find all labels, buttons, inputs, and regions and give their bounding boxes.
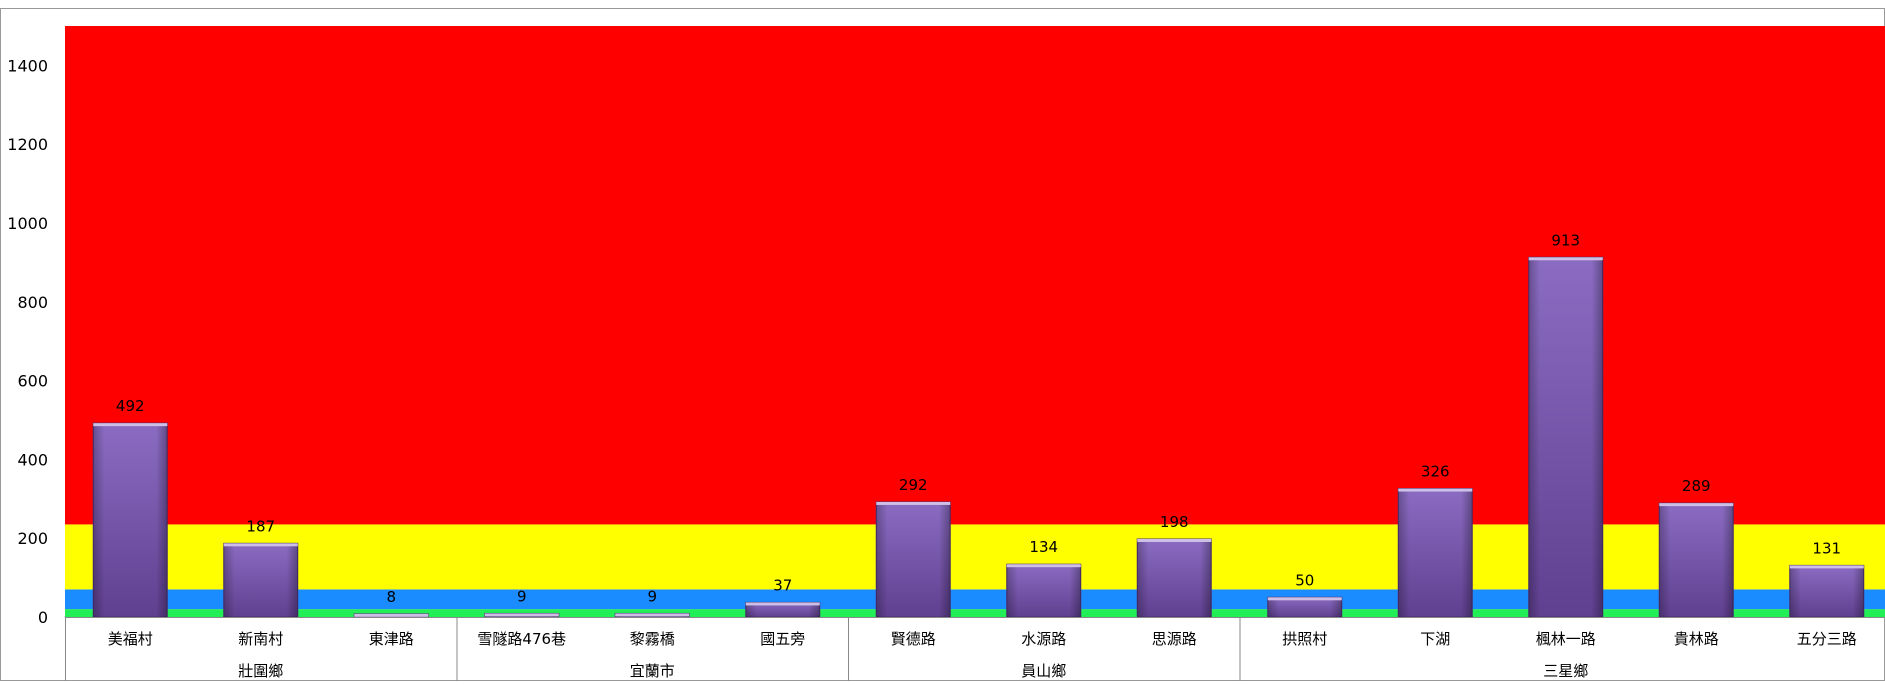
bar-top-edge: [1267, 597, 1342, 601]
y-tick-label: 800: [17, 293, 48, 312]
x-group-label: 員山鄉: [1021, 662, 1066, 680]
background-band: [65, 589, 1885, 610]
bar-shading: [1006, 564, 1081, 617]
bar-shading: [223, 543, 298, 617]
x-tick-label: 下湖: [1420, 630, 1450, 648]
bar-top-edge: [1789, 565, 1864, 569]
bar-top-edge: [1137, 538, 1212, 542]
bar-group: 50: [1267, 571, 1343, 618]
bar-group: 187: [223, 517, 299, 618]
y-tick-label: 1200: [7, 135, 48, 154]
background-band: [65, 609, 1885, 617]
x-tick-label: 五分三路: [1797, 630, 1857, 648]
bar-shading: [93, 423, 168, 617]
y-tick-label: 0: [38, 608, 48, 627]
bar-shading: [1137, 538, 1212, 617]
bar-shading: [1789, 565, 1864, 617]
y-tick-label: 200: [17, 529, 48, 548]
background-bands: [65, 26, 1885, 617]
x-tick-label: 賢德路: [891, 630, 936, 648]
y-tick-label: 1400: [7, 56, 48, 75]
bar-shading: [1659, 503, 1734, 617]
x-tick-label: 黎霧橋: [630, 630, 675, 648]
bar-top-edge: [484, 613, 559, 617]
bar-group: 492: [92, 397, 168, 618]
x-tick-label: 新南村: [238, 630, 283, 648]
bar-top-edge: [1659, 503, 1734, 507]
bar-top-edge: [1006, 564, 1081, 568]
y-axis: 0 200 400 600 800 1000 1200 1400: [7, 56, 48, 627]
data-label: 198: [1160, 513, 1189, 531]
bar-top-edge: [354, 613, 429, 617]
bar-group: 326: [1397, 463, 1473, 618]
x-group-label: 三星鄉: [1543, 662, 1588, 680]
x-tick-label: 國五旁: [760, 630, 805, 648]
x-axis: 美福村 新南村 東津路 雪隧路476巷 黎霧橋 國五旁 賢德路 水源路 思源路 拱照村 下湖 楓林一路…: [65, 617, 1885, 681]
x-tick-label: 美福村: [108, 630, 153, 648]
data-label: 187: [246, 517, 275, 535]
bar-shading: [876, 501, 951, 617]
x-group-label: 壯圍鄉: [238, 662, 283, 680]
data-label: 289: [1682, 477, 1711, 495]
bar-top-edge: [615, 613, 690, 617]
bar-top-edge: [223, 543, 298, 547]
background-band: [65, 26, 1885, 525]
background-band: [65, 524, 1885, 590]
data-label: 492: [116, 397, 145, 415]
x-tick-label: 雪隧路476巷: [477, 630, 566, 648]
bar-group: 198: [1136, 513, 1212, 618]
bar-top-edge: [93, 423, 168, 427]
y-tick-label: 600: [17, 372, 48, 391]
bar-group: 289: [1658, 477, 1734, 618]
bars-layer: 492 187 8 9 9 37 292 134 198 50 326 913 289 131: [92, 231, 1865, 618]
bar-group: 134: [1006, 538, 1082, 618]
bar-group: 37: [745, 576, 821, 618]
bar-shading: [745, 602, 820, 617]
x-tick-label: 貴林路: [1674, 630, 1719, 648]
bar-shading: [1398, 488, 1473, 617]
bar-shading: [1267, 597, 1342, 617]
data-label: 292: [899, 476, 928, 494]
x-tick-label: 東津路: [369, 630, 414, 648]
x-tick-label: 水源路: [1021, 630, 1066, 648]
y-tick-label: 400: [17, 450, 48, 469]
data-label: 134: [1029, 538, 1058, 556]
x-tick-label: 拱照村: [1282, 630, 1327, 648]
data-label: 131: [1812, 539, 1841, 557]
x-group-label: 宜蘭市: [630, 662, 675, 680]
data-label: 8: [386, 588, 396, 606]
data-label: 9: [517, 587, 527, 605]
bar-shading: [1528, 257, 1603, 617]
bar-top-edge: [1528, 257, 1603, 261]
bar-group: 913: [1528, 231, 1604, 618]
bar-top-edge: [1398, 488, 1473, 492]
data-label: 37: [773, 576, 792, 594]
bar-top-edge: [745, 602, 820, 606]
x-tick-label: 思源路: [1152, 630, 1197, 648]
bar-top-edge: [876, 501, 951, 505]
x-tick-label: 楓林一路: [1536, 630, 1596, 648]
data-label: 913: [1551, 231, 1580, 249]
data-label: 9: [647, 587, 657, 605]
data-label: 50: [1295, 571, 1314, 589]
data-label: 326: [1421, 463, 1450, 481]
y-tick-label: 1000: [7, 214, 48, 233]
bar-group: 131: [1789, 539, 1865, 618]
